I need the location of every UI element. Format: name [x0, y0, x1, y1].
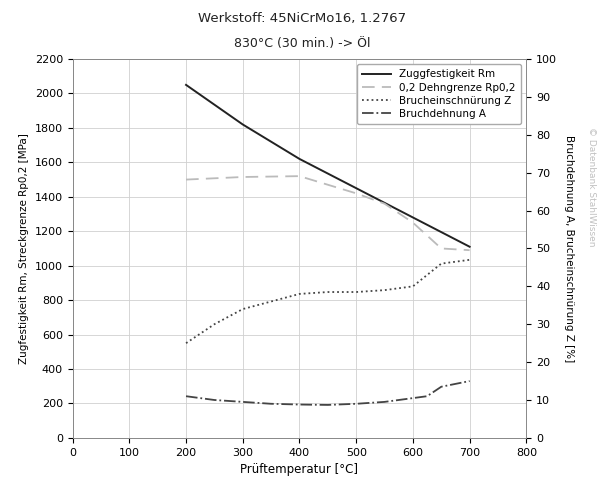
0,2 Dehngrenze Rp0,2 — [239, 174, 246, 180]
Y-axis label: Bruchdehnung A, Brucheinschnürung Z [%]: Bruchdehnung A, Brucheinschnürung Z [%] — [564, 135, 574, 362]
Bruchdehnung A — [183, 393, 190, 399]
Bruchdehnung A — [424, 393, 431, 399]
Brucheinschnürung Z — [239, 306, 246, 312]
Bruchdehnung A — [353, 401, 360, 407]
Bruchdehnung A — [409, 395, 416, 401]
Brucheinschnürung Z — [381, 287, 388, 293]
Bruchdehnung A — [267, 401, 275, 407]
Text: 830°C (30 min.) -> Öl: 830°C (30 min.) -> Öl — [234, 37, 371, 50]
Brucheinschnürung Z — [267, 299, 275, 305]
Zuggfestigkeit Rm — [239, 122, 246, 127]
Brucheinschnürung Z — [409, 283, 416, 289]
Legend: Zuggfestigkeit Rm, 0,2 Dehngrenze Rp0,2, Brucheinschnürung Z, Bruchdehnung A: Zuggfestigkeit Rm, 0,2 Dehngrenze Rp0,2,… — [357, 64, 521, 124]
Line: Zuggfestigkeit Rm: Zuggfestigkeit Rm — [186, 85, 469, 246]
Brucheinschnürung Z — [437, 261, 445, 267]
0,2 Dehngrenze Rp0,2 — [381, 201, 388, 207]
Text: © Datenbank StahlWissen: © Datenbank StahlWissen — [587, 127, 596, 246]
Bruchdehnung A — [211, 397, 218, 403]
X-axis label: Prüftemperatur [°C]: Prüftemperatur [°C] — [240, 463, 359, 476]
Bruchdehnung A — [324, 402, 332, 408]
0,2 Dehngrenze Rp0,2 — [437, 246, 445, 251]
Brucheinschnürung Z — [353, 289, 360, 295]
Zuggfestigkeit Rm — [296, 156, 303, 162]
Bruchdehnung A — [239, 399, 246, 405]
Zuggfestigkeit Rm — [183, 82, 190, 88]
0,2 Dehngrenze Rp0,2 — [409, 219, 416, 225]
Brucheinschnürung Z — [183, 340, 190, 346]
0,2 Dehngrenze Rp0,2 — [466, 247, 473, 253]
Brucheinschnürung Z — [211, 321, 218, 327]
Y-axis label: Zugfestigkeit Rm, Streckgrenze Rp0,2 [MPa]: Zugfestigkeit Rm, Streckgrenze Rp0,2 [MP… — [19, 133, 29, 364]
Bruchdehnung A — [466, 378, 473, 384]
Line: Brucheinschnürung Z: Brucheinschnürung Z — [186, 260, 469, 343]
0,2 Dehngrenze Rp0,2 — [183, 177, 190, 183]
Brucheinschnürung Z — [466, 257, 473, 263]
Zuggfestigkeit Rm — [409, 215, 416, 220]
Line: 0,2 Dehngrenze Rp0,2: 0,2 Dehngrenze Rp0,2 — [186, 176, 469, 250]
Brucheinschnürung Z — [324, 289, 332, 295]
Brucheinschnürung Z — [424, 272, 431, 278]
Zuggfestigkeit Rm — [466, 244, 473, 249]
0,2 Dehngrenze Rp0,2 — [353, 190, 360, 196]
Brucheinschnürung Z — [296, 291, 303, 297]
0,2 Dehngrenze Rp0,2 — [296, 173, 303, 179]
Zuggfestigkeit Rm — [353, 185, 360, 191]
Bruchdehnung A — [296, 401, 303, 407]
Text: Werkstoff: 45NiCrMo16, 1.2767: Werkstoff: 45NiCrMo16, 1.2767 — [198, 12, 407, 25]
Bruchdehnung A — [437, 384, 445, 390]
Bruchdehnung A — [381, 399, 388, 405]
Line: Bruchdehnung A: Bruchdehnung A — [186, 381, 469, 405]
